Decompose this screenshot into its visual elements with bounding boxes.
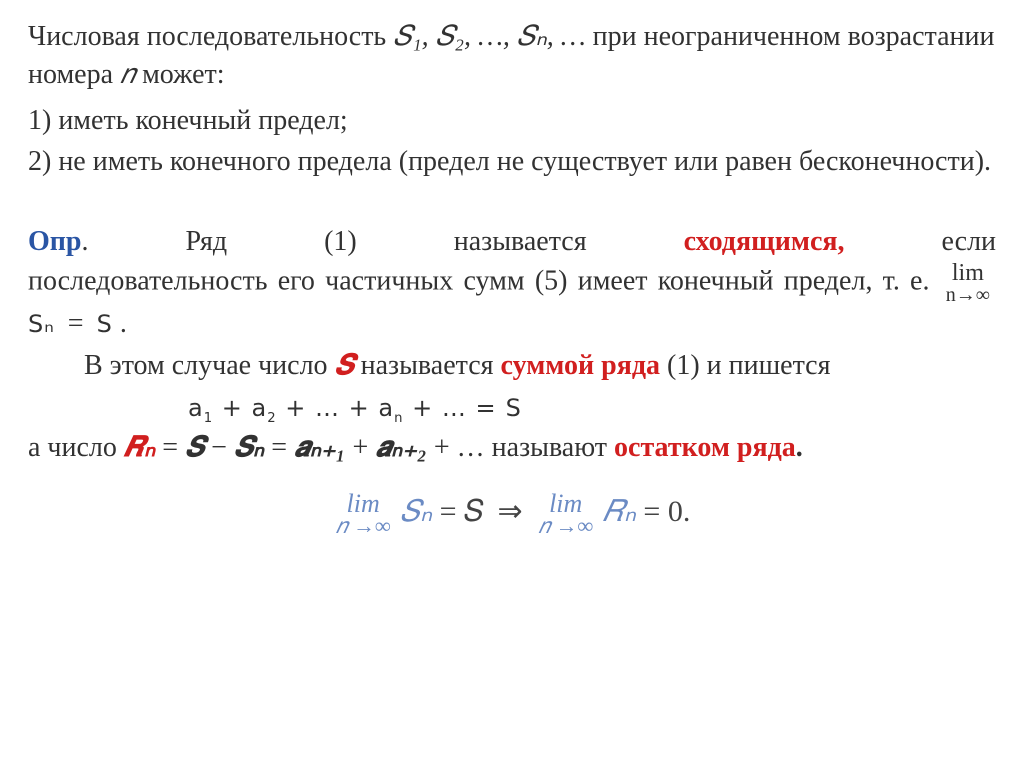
rem-eq2: = [271, 432, 294, 463]
rem-p2: + … [434, 432, 492, 463]
dots1: + … + [285, 394, 378, 422]
def-dot: . [81, 226, 88, 257]
lim-dot: . [120, 308, 127, 339]
def-line2-text: последовательность его частичных сумм (5… [28, 265, 930, 296]
lim-sub: n→∞ [946, 285, 990, 305]
bottom-formula: lim 𝑛 →∞ 𝑆ₙ = 𝑆 ⇒ lim 𝑛 →∞ 𝑅ₙ = 0. [28, 491, 996, 537]
rem-Rn: 𝑹ₙ [124, 432, 155, 463]
bm-arrow: ⇒ [492, 495, 529, 528]
intro-text-a: Числовая последовательность [28, 21, 393, 52]
an: an [378, 394, 412, 422]
s1: 1 [204, 410, 213, 425]
lim-word: lim [946, 261, 990, 285]
rem-called: называют [492, 432, 614, 463]
s2: 2 [267, 410, 276, 425]
list-item-2: 2) не иметь конечного предела (предел не… [28, 143, 996, 181]
remainder-line: а число 𝑹ₙ = 𝑺 − 𝑺ₙ = 𝒂ₙ₊₁ + 𝒂ₙ₊₂ + … на… [28, 429, 996, 467]
rem-minus: − [211, 432, 234, 463]
intro-n: 𝑛 [120, 59, 135, 90]
tail: + … = [412, 394, 496, 422]
lim-sn: Sₙ [28, 310, 55, 338]
a2: a2 [252, 394, 286, 422]
rem-eq1: = [162, 432, 185, 463]
rem-S: 𝑺 [185, 432, 204, 463]
rem-label: остатком ряда [614, 432, 796, 463]
rem-an1: 𝒂ₙ₊₁ [294, 432, 346, 463]
bm-Rn: 𝑅ₙ [603, 495, 636, 528]
intro-paragraph: Числовая последовательность 𝑆₁, 𝑆₂, …, 𝑆… [28, 18, 996, 94]
lim-s: S [97, 310, 113, 338]
a: a [188, 394, 204, 422]
case-a: В этом случае число [84, 350, 335, 381]
bm-lim1: lim 𝑛 →∞ [336, 491, 391, 537]
plus1: + [222, 394, 252, 422]
def-convergent: сходящимся, [684, 226, 845, 257]
intro-sequence: 𝑆₁, 𝑆₂, …, 𝑆ₙ, … [393, 21, 585, 52]
case-b: называется [361, 350, 501, 381]
case-S: 𝑺 [335, 350, 354, 381]
intro-text-c: может: [142, 59, 224, 90]
S-result: S [504, 394, 522, 422]
def-w2: Ряд [185, 226, 227, 257]
case-c: (1) и пишется [667, 350, 830, 381]
bm-Sn: 𝑆ₙ [400, 495, 432, 528]
a1: a1 [188, 394, 222, 422]
sum-label: суммой ряда [501, 350, 660, 381]
series-formula: a1 + a2 + … + an + … = S [28, 389, 996, 428]
def-label: Опр [28, 226, 81, 257]
spacer [28, 185, 996, 223]
bm-lim1-bot: 𝑛 →∞ [336, 515, 391, 537]
bm-lim2-bot: 𝑛 →∞ [538, 515, 593, 537]
rem-p1: + [353, 432, 376, 463]
a: a [378, 394, 394, 422]
list-item-1: 1) иметь конечный предел; [28, 102, 996, 140]
bm-eq0: = 0. [643, 495, 690, 528]
rem-an2: 𝒂ₙ₊₂ [375, 432, 427, 463]
limit-inline: lim n→∞ [946, 261, 990, 305]
sn: n [394, 410, 403, 425]
bm-lim2: lim 𝑛 →∞ [538, 491, 593, 537]
case-line: В этом случае число 𝑺 называется суммой … [28, 347, 996, 385]
rem-pre: а число [28, 432, 124, 463]
rem-dot: . [796, 432, 803, 463]
def-w5: если [942, 226, 997, 257]
rem-Sn: 𝑺ₙ [234, 432, 264, 463]
a: a [252, 394, 268, 422]
definition-line-1: Опр. Ряд (1) называется сходящимся, если [28, 223, 996, 261]
def-w3: (1) [324, 226, 357, 257]
def-w4: называется [454, 226, 587, 257]
lim-eq: = [62, 308, 90, 339]
slide-page: Числовая последовательность 𝑆₁, 𝑆₂, …, 𝑆… [0, 0, 1024, 767]
definition-line-2: последовательность его частичных сумм (5… [28, 261, 996, 343]
bm-eqS: = 𝑆 [440, 495, 492, 528]
